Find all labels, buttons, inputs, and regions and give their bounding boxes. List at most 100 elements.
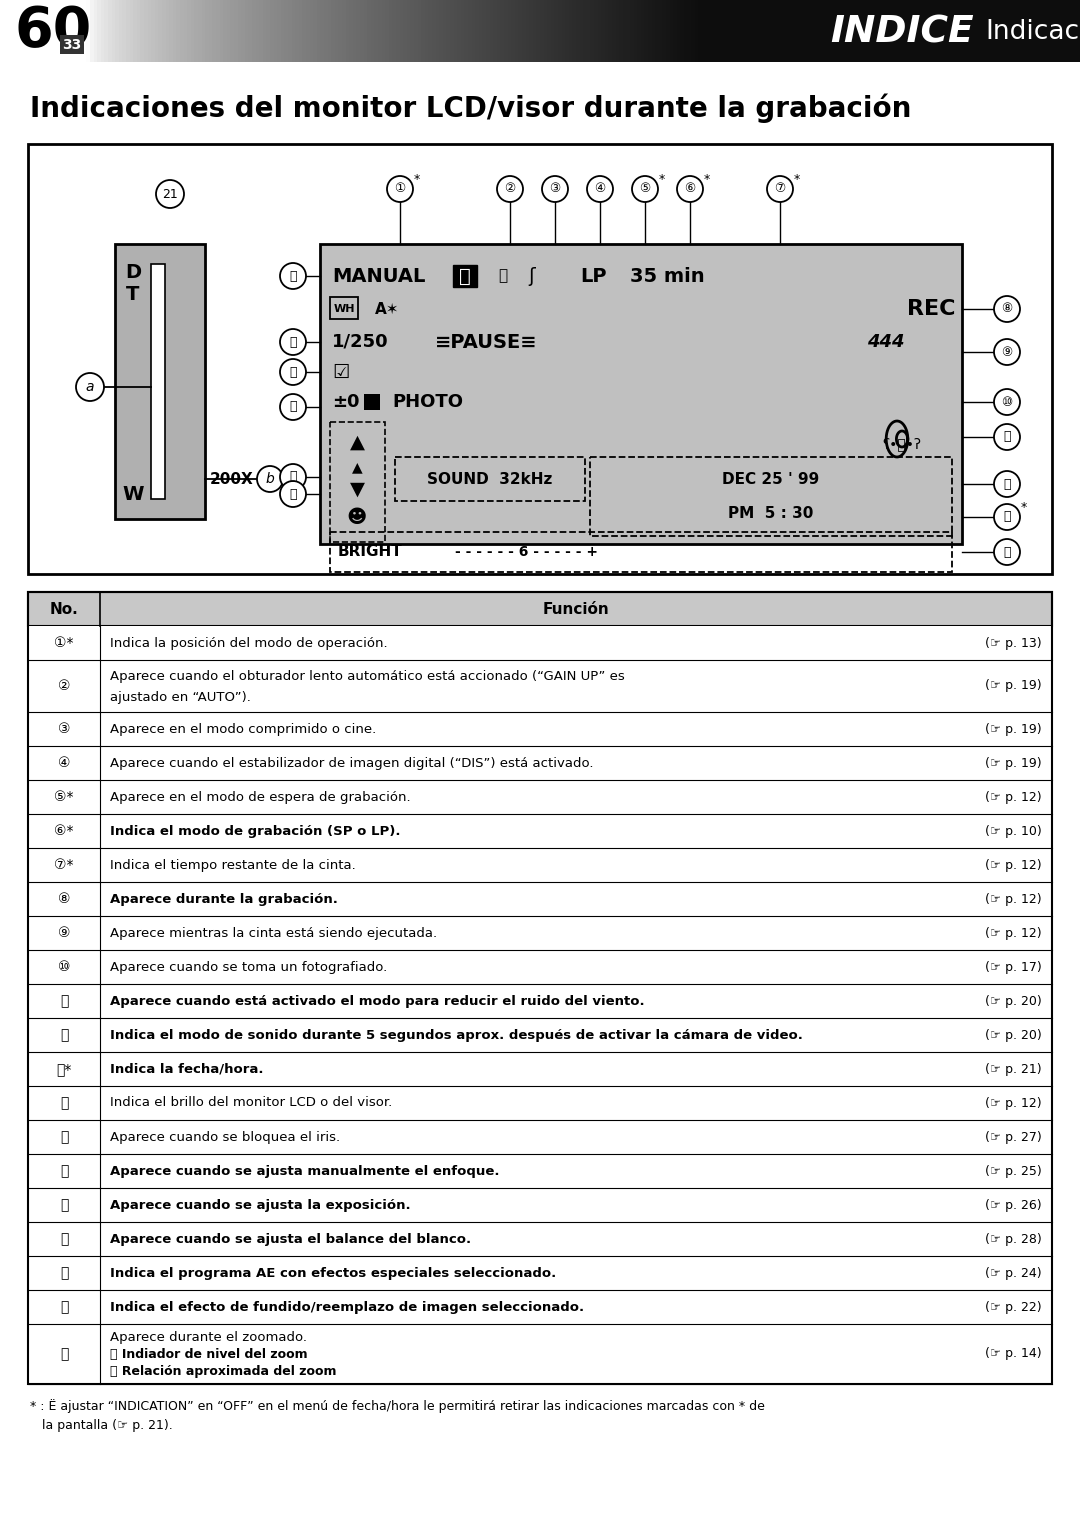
Text: Indicaciones: Indicaciones [985, 20, 1080, 46]
Bar [964, 0, 969, 61]
Bar [224, 0, 227, 61]
Text: Aparece cuando el estabilizador de imagen digital (“DIS”) está activado.: Aparece cuando el estabilizador de image… [110, 756, 594, 770]
Bar [29, 0, 32, 61]
Bar [975, 0, 980, 61]
Text: *: * [794, 173, 800, 185]
Bar [111, 0, 116, 61]
Text: ⑬: ⑬ [1003, 510, 1011, 523]
Bar [1040, 0, 1044, 61]
Circle shape [994, 540, 1020, 566]
Bar [853, 0, 856, 61]
Bar [580, 0, 583, 61]
Bar [176, 0, 180, 61]
Bar [659, 0, 662, 61]
Bar [100, 0, 105, 61]
Bar [28, 1256, 1052, 1289]
Bar [28, 1085, 1052, 1121]
Text: ajustado en “AUTO”).: ajustado en “AUTO”). [110, 691, 251, 704]
Bar [569, 0, 572, 61]
Bar [464, 0, 468, 61]
Circle shape [387, 176, 413, 202]
Text: (☞ p. 12): (☞ p. 12) [985, 1096, 1042, 1110]
Bar [72, 0, 76, 61]
Bar [651, 0, 656, 61]
Bar [353, 0, 356, 61]
Bar [969, 0, 972, 61]
Bar [1055, 0, 1058, 61]
Bar [994, 0, 997, 61]
Bar [403, 0, 407, 61]
Bar [767, 0, 770, 61]
Circle shape [156, 179, 184, 208]
Text: ʕ•ᴥ•ʔ: ʕ•ᴥ•ʔ [882, 437, 921, 451]
Bar [864, 0, 867, 61]
Bar [28, 661, 1052, 711]
Text: Aparece durante la grabación.: Aparece durante la grabación. [110, 892, 338, 906]
Bar [378, 0, 381, 61]
Bar [79, 0, 83, 61]
Bar [0, 0, 3, 61]
Bar [785, 0, 788, 61]
Bar [543, 0, 548, 61]
Bar [774, 0, 778, 61]
Circle shape [767, 176, 793, 202]
Bar [972, 0, 975, 61]
Bar [14, 0, 18, 61]
Text: ⑲: ⑲ [289, 336, 297, 348]
Text: ⑮: ⑮ [289, 487, 297, 500]
Text: Aparece cuando se ajusta el balance del blanco.: Aparece cuando se ajusta el balance del … [110, 1233, 471, 1245]
Bar [878, 0, 882, 61]
Text: (☞ p. 12): (☞ p. 12) [985, 858, 1042, 871]
Bar [821, 0, 824, 61]
Text: ㉑: ㉑ [59, 1348, 68, 1361]
Bar [159, 0, 162, 61]
Bar [518, 0, 522, 61]
Bar [22, 0, 25, 61]
Bar [28, 1188, 1052, 1222]
Bar [662, 0, 666, 61]
Bar [980, 0, 983, 61]
Circle shape [994, 389, 1020, 415]
Bar [839, 0, 842, 61]
Bar [43, 0, 46, 61]
Text: *: * [659, 173, 665, 185]
Bar [90, 0, 94, 61]
Bar [184, 0, 187, 61]
Bar [861, 0, 864, 61]
Bar [508, 0, 511, 61]
Bar [907, 0, 910, 61]
Bar [893, 0, 896, 61]
Text: PM  5 : 30: PM 5 : 30 [728, 506, 813, 521]
Bar [764, 0, 767, 61]
Bar [896, 0, 900, 61]
Bar [83, 0, 86, 61]
Circle shape [632, 176, 658, 202]
Bar [745, 0, 748, 61]
Bar [724, 0, 727, 61]
Bar [234, 0, 238, 61]
Bar [1034, 0, 1037, 61]
Text: Indicaciones del monitor LCD/visor durante la grabación: Indicaciones del monitor LCD/visor duran… [30, 94, 912, 123]
Bar [1062, 0, 1066, 61]
Text: W: W [122, 484, 144, 503]
Bar [284, 0, 288, 61]
Bar [904, 0, 907, 61]
Bar [126, 0, 130, 61]
Bar [468, 0, 472, 61]
Text: DEC 25 ' 99: DEC 25 ' 99 [723, 472, 820, 486]
Circle shape [280, 394, 306, 420]
Text: ⑯: ⑯ [289, 471, 297, 483]
Bar [191, 0, 194, 61]
Text: BRIGHT: BRIGHT [338, 544, 403, 560]
Bar [1072, 0, 1077, 61]
Bar [194, 0, 198, 61]
Bar [1058, 0, 1062, 61]
Bar [421, 0, 424, 61]
Bar [802, 0, 807, 61]
Text: ③: ③ [57, 722, 70, 736]
Bar [666, 0, 670, 61]
Bar [565, 0, 569, 61]
Bar [364, 394, 380, 409]
Text: (☞ p. 20): (☞ p. 20) [985, 995, 1042, 1007]
Bar [28, 950, 1052, 984]
